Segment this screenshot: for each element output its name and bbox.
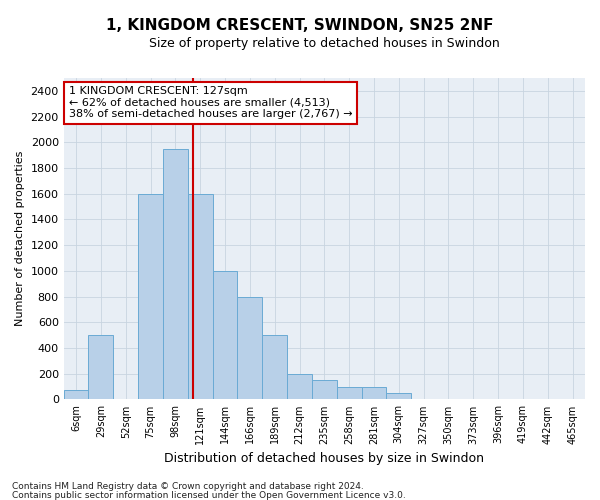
Title: Size of property relative to detached houses in Swindon: Size of property relative to detached ho… — [149, 38, 500, 51]
Bar — [64, 390, 88, 400]
Text: 1, KINGDOM CRESCENT, SWINDON, SN25 2NF: 1, KINGDOM CRESCENT, SWINDON, SN25 2NF — [106, 18, 494, 32]
Bar — [138, 194, 163, 400]
Bar — [212, 271, 238, 400]
Text: Contains public sector information licensed under the Open Government Licence v3: Contains public sector information licen… — [12, 490, 406, 500]
Bar — [238, 296, 262, 400]
Bar — [88, 335, 113, 400]
Bar — [163, 149, 188, 400]
Bar — [262, 335, 287, 400]
X-axis label: Distribution of detached houses by size in Swindon: Distribution of detached houses by size … — [164, 452, 484, 465]
Bar — [362, 386, 386, 400]
Bar — [312, 380, 337, 400]
Bar — [188, 194, 212, 400]
Bar — [337, 386, 362, 400]
Text: 1 KINGDOM CRESCENT: 127sqm
← 62% of detached houses are smaller (4,513)
38% of s: 1 KINGDOM CRESCENT: 127sqm ← 62% of deta… — [69, 86, 353, 120]
Y-axis label: Number of detached properties: Number of detached properties — [15, 151, 25, 326]
Text: Contains HM Land Registry data © Crown copyright and database right 2024.: Contains HM Land Registry data © Crown c… — [12, 482, 364, 491]
Bar — [386, 393, 411, 400]
Bar — [287, 374, 312, 400]
